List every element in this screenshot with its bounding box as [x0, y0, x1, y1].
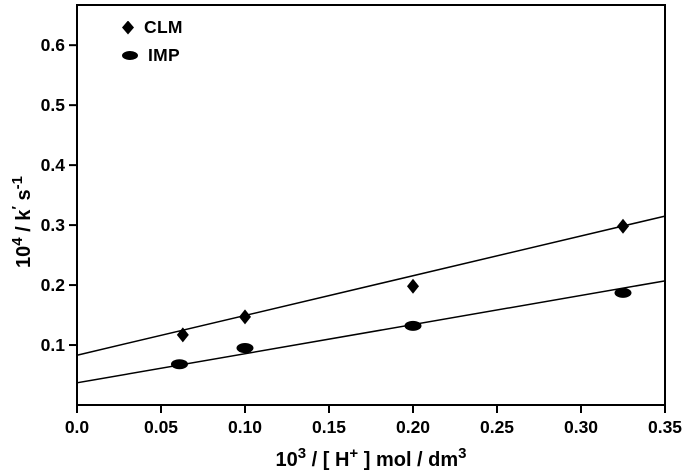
x-tick-label: 0.05: [144, 417, 178, 437]
imp-point: [614, 287, 632, 298]
y-tick-label: 0.6: [41, 35, 66, 55]
x-tick-label: 0.25: [480, 417, 514, 437]
legend-item-imp: IMP: [122, 45, 183, 66]
imp-point: [170, 359, 188, 370]
x-tick-label: 0.20: [396, 417, 430, 437]
y-tick-label: 0.4: [41, 155, 66, 175]
clm-point: [239, 309, 251, 325]
clm-fit-line: [76, 215, 666, 356]
x-tick-label: 0.15: [312, 417, 346, 437]
imp-point: [404, 320, 422, 331]
clm-point: [176, 327, 189, 343]
y-tick-label: 0.2: [41, 275, 66, 295]
legend-ellipse-icon: [122, 51, 138, 60]
x-axis-title: 103 / [ H+ ] mol / dm3: [275, 445, 466, 471]
y-tick-label: 0.1: [41, 335, 66, 355]
y-tick-label: 0.5: [41, 95, 66, 115]
imp-point: [236, 343, 254, 354]
y-axis-title: 104 / k′ s-1: [9, 176, 35, 268]
plot-frame: [76, 4, 666, 406]
x-tick-label: 0.0: [65, 417, 90, 437]
imp-fit-line: [76, 280, 666, 384]
legend-item-clm: CLM: [122, 17, 183, 38]
clm-point: [407, 278, 419, 294]
x-tick-label: 0.35: [648, 417, 682, 437]
x-tick-label: 0.30: [564, 417, 598, 437]
x-tick-label: 0.10: [228, 417, 262, 437]
y-tick-label: 0.3: [41, 215, 66, 235]
legend: CLM IMP: [122, 17, 183, 66]
legend-diamond-icon: [122, 20, 134, 35]
legend-label-clm: CLM: [144, 17, 183, 37]
clm-point: [617, 218, 629, 234]
legend-label-imp: IMP: [148, 45, 181, 65]
